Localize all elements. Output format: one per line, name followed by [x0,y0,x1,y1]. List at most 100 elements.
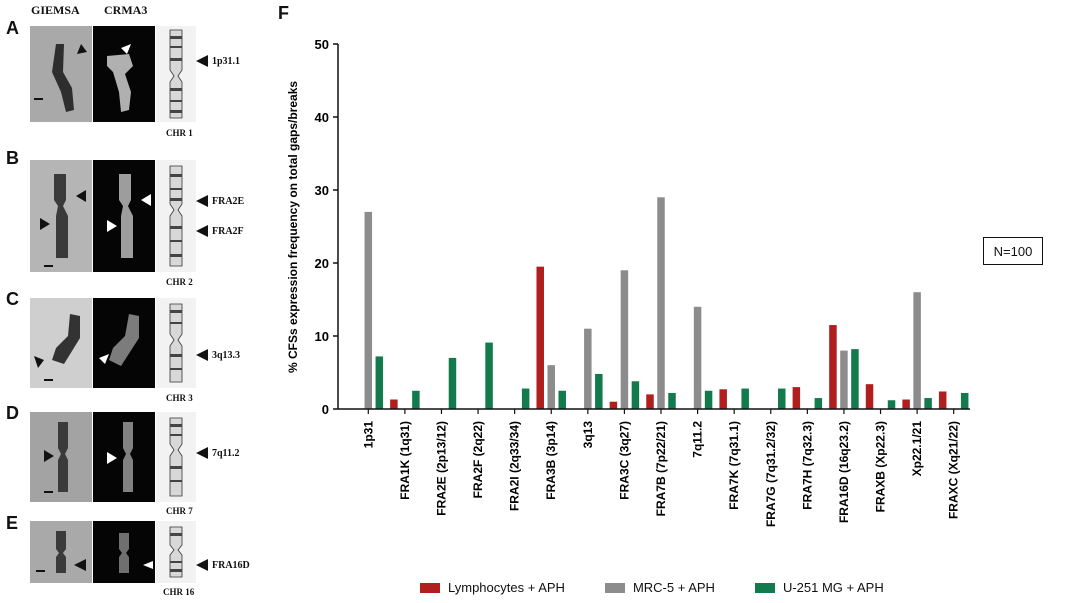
giemsa-image-a [30,26,92,122]
giemsa-image-e [30,521,92,583]
arrowhead-icon [107,452,117,464]
crma3-column-header: CRMA3 [104,3,148,17]
arrowhead-icon [34,356,44,368]
bar-mrc5 [547,365,555,409]
band-label-b1: FRA2E [212,196,245,207]
x-tick-label: FRA1K (1q31) [398,421,412,500]
y-tick-label: 10 [315,329,329,344]
bar-mrc5 [620,270,629,409]
arrowhead-icon [141,194,151,206]
legend-swatch-mrc5 [604,582,625,593]
bar-lymphocytes [902,399,910,409]
bar-lymphocytes [609,401,618,409]
bar-u251 [412,390,420,409]
x-tick-label: FRA3B (3p14) [544,421,558,500]
sample-size-box: N=100 [983,237,1043,265]
band-label-c: 3q13.3 [212,350,241,361]
y-tick-label: 0 [322,402,329,417]
bar-u251 [631,381,640,409]
x-tick-label: FRA7K (7q31.1) [727,421,741,510]
bar-u251 [814,398,823,409]
x-tick-label: FRAXC (Xq21/22) [947,421,961,519]
arrowhead-icon [99,354,109,364]
crma3-image-a [93,26,155,122]
bar-lymphocytes [390,399,398,409]
bar-u251 [741,388,749,409]
bar-u251 [448,357,457,409]
x-tick-label: Xp22.1/21 [910,421,924,477]
chr-label-a: CHR 1 [166,128,193,138]
ideogram-image-c [156,298,196,388]
arrowhead-icon [196,447,208,459]
bar-lymphocytes [646,394,654,409]
bar-lymphocytes [536,266,544,409]
bar-mrc5 [657,197,665,409]
x-tick-label: FRA3C (3q27) [617,421,631,500]
bar-marks [364,197,969,409]
bar-u251 [485,342,493,409]
crma3-image-b [93,160,155,272]
bar-u251 [668,392,676,409]
arrowhead-icon [40,218,50,230]
cfs-bar-chart: % CFSs expression frequency on total gap… [286,37,970,527]
legend-item-lymphocytes: Lymphocytes + APH [420,580,565,595]
x-tick-label: FRA7B (7p22/21) [654,421,668,516]
x-axis-tick-labels: 1p31 FRA1K (1q31) FRA2E (2p13/12) FRA2F (2q… [361,409,961,527]
legend-swatch-lymphocytes [420,582,440,593]
arrowhead-icon [196,225,208,237]
arrowhead-icon [76,190,86,202]
scale-bar [36,570,45,572]
panel-letter-b: B [6,148,19,168]
chr-label-c: CHR 3 [166,393,193,403]
bar-u251 [521,388,530,409]
bar-u251 [704,390,713,409]
panel-letter-a: A [6,18,19,38]
ideogram-image-a [156,26,196,122]
ideogram-image-b [156,160,196,272]
band-label-b2: FRA2F [212,226,244,237]
giemsa-image-d [30,412,92,502]
bar-u251 [887,400,896,409]
x-tick-label: FRA2I (2q33/34) [508,421,522,511]
y-tick-label: 40 [315,110,329,125]
legend-item-u251: U-251 MG + APH [754,580,884,595]
panel-letter-d: D [6,403,19,423]
legend-label-u251: U-251 MG + APH [782,580,884,595]
panel-letter-c: C [6,289,19,309]
band-label-a: 1p31.1 [212,56,241,67]
arrowhead-icon [196,559,208,571]
bar-u251 [558,390,566,409]
giemsa-column-header: GIEMSA [31,3,80,17]
bar-lymphocytes [865,384,874,409]
scale-bar [34,98,43,100]
giemsa-image-b [30,160,92,272]
legend-label-lymphocytes: Lymphocytes + APH [448,580,565,595]
bar-mrc5 [364,211,373,409]
legend-label-mrc5: MRC-5 + APH [632,580,715,595]
bar-u251 [595,373,603,409]
ideogram-image-e [156,521,196,583]
crma3-image-d [93,412,155,502]
arrowhead-icon [44,450,54,462]
bar-lymphocytes [719,389,727,409]
chr-label-e: CHR 16 [163,587,195,597]
band-label-e: FRA16D [212,560,250,571]
bar-mrc5 [584,328,592,409]
y-tick-label: 20 [315,256,329,271]
legend-item-mrc5: MRC-5 + APH [604,580,715,595]
arrowhead-icon [77,44,87,54]
y-axis-ticks: 0 10 20 30 40 50 [315,37,338,417]
y-axis-label: % CFSs expression frequency on total gap… [286,81,300,373]
arrowhead-icon [196,349,208,361]
y-axis-label-group: % CFSs expression frequency on total gap… [286,81,300,373]
scale-bar [44,265,53,267]
ideogram-image-d [156,412,196,502]
arrowhead-icon [74,559,86,571]
panel-letter-e: E [6,513,19,533]
bar-lymphocytes [792,387,801,409]
x-tick-label: FRAXB (Xp22.3) [874,421,888,512]
bar-mrc5 [840,350,848,409]
bar-mrc5 [913,292,921,409]
arrowhead-icon [196,195,208,207]
x-tick-label: 1p31 [361,421,375,449]
